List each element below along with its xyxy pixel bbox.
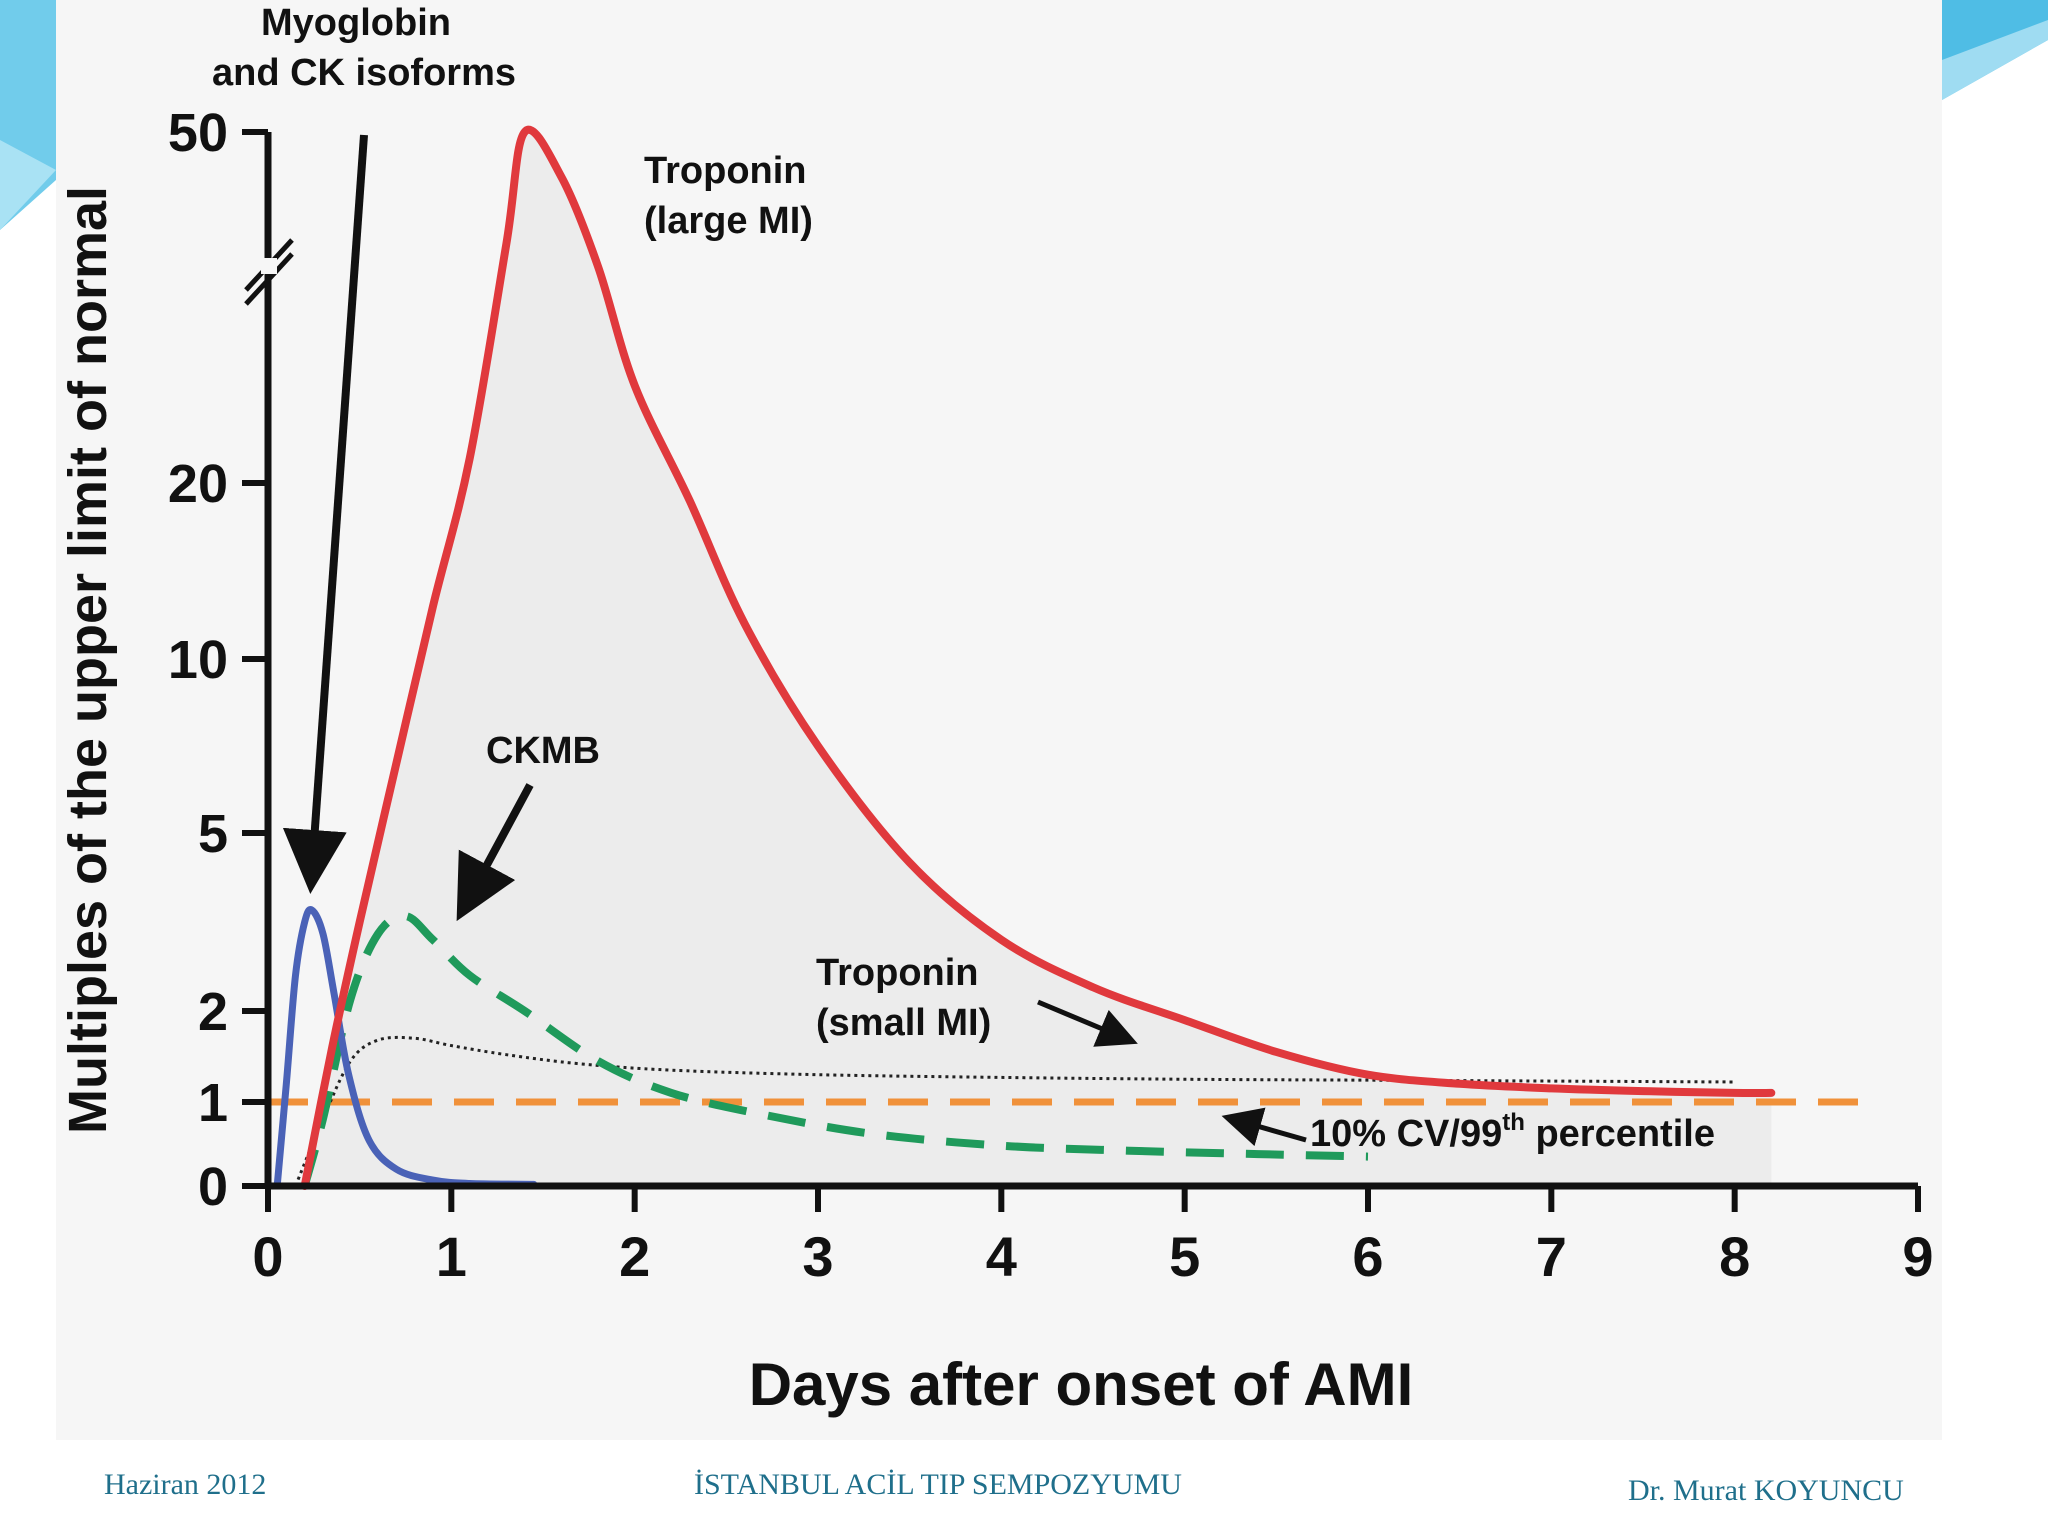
y-tick-label: 50: [168, 103, 228, 163]
y-tick-label: 2: [198, 982, 228, 1042]
troponin-large-area: [304, 129, 1772, 1186]
threshold-label: 10% CV/99th percentile: [1310, 1109, 1715, 1155]
myoglobin-label-line2: and CK isoforms: [212, 52, 516, 94]
troponin-small-label-line1: Troponin: [816, 952, 979, 994]
series-layer: [268, 125, 1863, 1190]
y-tick-label: 1: [198, 1073, 228, 1133]
x-tick-label: 0: [252, 1225, 283, 1288]
troponin-small-arrow: [1037, 999, 1138, 1047]
axis-break-icon: [244, 238, 294, 306]
troponin-large-label-line2: (large MI): [644, 200, 813, 242]
ticks-layer: 0 1 2 3 4 5 6 7 8 9 0 1 2 5 10 20 50: [168, 103, 1934, 1288]
x-tick-label: 5: [1169, 1225, 1200, 1288]
x-tick-label: 8: [1719, 1225, 1750, 1288]
top-left-decoration: [0, 0, 56, 230]
ckmb-arrow: [456, 783, 534, 922]
troponin-small-label-line2: (small MI): [816, 1002, 991, 1044]
chart-panel: 0 1 2 3 4 5 6 7 8 9 0 1 2 5 10 20 50 Myoglobin and CK is…: [56, 0, 1942, 1440]
top-right-decoration: [1938, 0, 2048, 100]
footer-date: Haziran 2012: [104, 1468, 267, 1501]
y-axis-title: Multiples of the upper limit of normal: [58, 186, 118, 1134]
x-tick-label: 9: [1902, 1225, 1933, 1288]
x-tick-label: 7: [1536, 1225, 1567, 1288]
annotation-layer: Myoglobin and CK isoforms Troponin (larg…: [58, 2, 1715, 1418]
myoglobin-line: [273, 906, 538, 1190]
myoglobin-label-line1: Myoglobin: [261, 2, 451, 44]
troponin-large-label-line1: Troponin: [644, 150, 807, 192]
troponin-large-line: [300, 125, 1776, 1190]
chart: 0 1 2 3 4 5 6 7 8 9 0 1 2 5 10 20 50 Myoglobin and CK is…: [58, 2, 1934, 1418]
myoglobin-arrow: [282, 134, 368, 894]
x-tick-label: 1: [436, 1225, 467, 1288]
footer-author: Dr. Murat KOYUNCU: [1628, 1474, 1904, 1507]
threshold-arrow: [1221, 1107, 1307, 1147]
y-tick-label: 20: [168, 454, 228, 514]
x-tick-label: 2: [619, 1225, 650, 1288]
x-tick-label: 6: [1352, 1225, 1383, 1288]
footer-event: İSTANBUL ACİL TIP SEMPOZYUMU: [694, 1468, 1182, 1501]
threshold-label-tail: percentile: [1525, 1113, 1715, 1155]
ckmb-line: [300, 911, 1369, 1188]
x-tick-label: 4: [986, 1225, 1017, 1288]
threshold-label-main: 10% CV/99: [1310, 1113, 1502, 1155]
threshold-label-sup: th: [1502, 1109, 1525, 1136]
x-axis-title: Days after onset of AMI: [749, 1351, 1414, 1418]
y-tick-label: 0: [198, 1157, 228, 1217]
ckmb-label: CKMB: [486, 730, 600, 772]
y-tick-label: 10: [168, 630, 228, 690]
y-tick-label: 5: [198, 804, 228, 864]
x-tick-label: 3: [802, 1225, 833, 1288]
